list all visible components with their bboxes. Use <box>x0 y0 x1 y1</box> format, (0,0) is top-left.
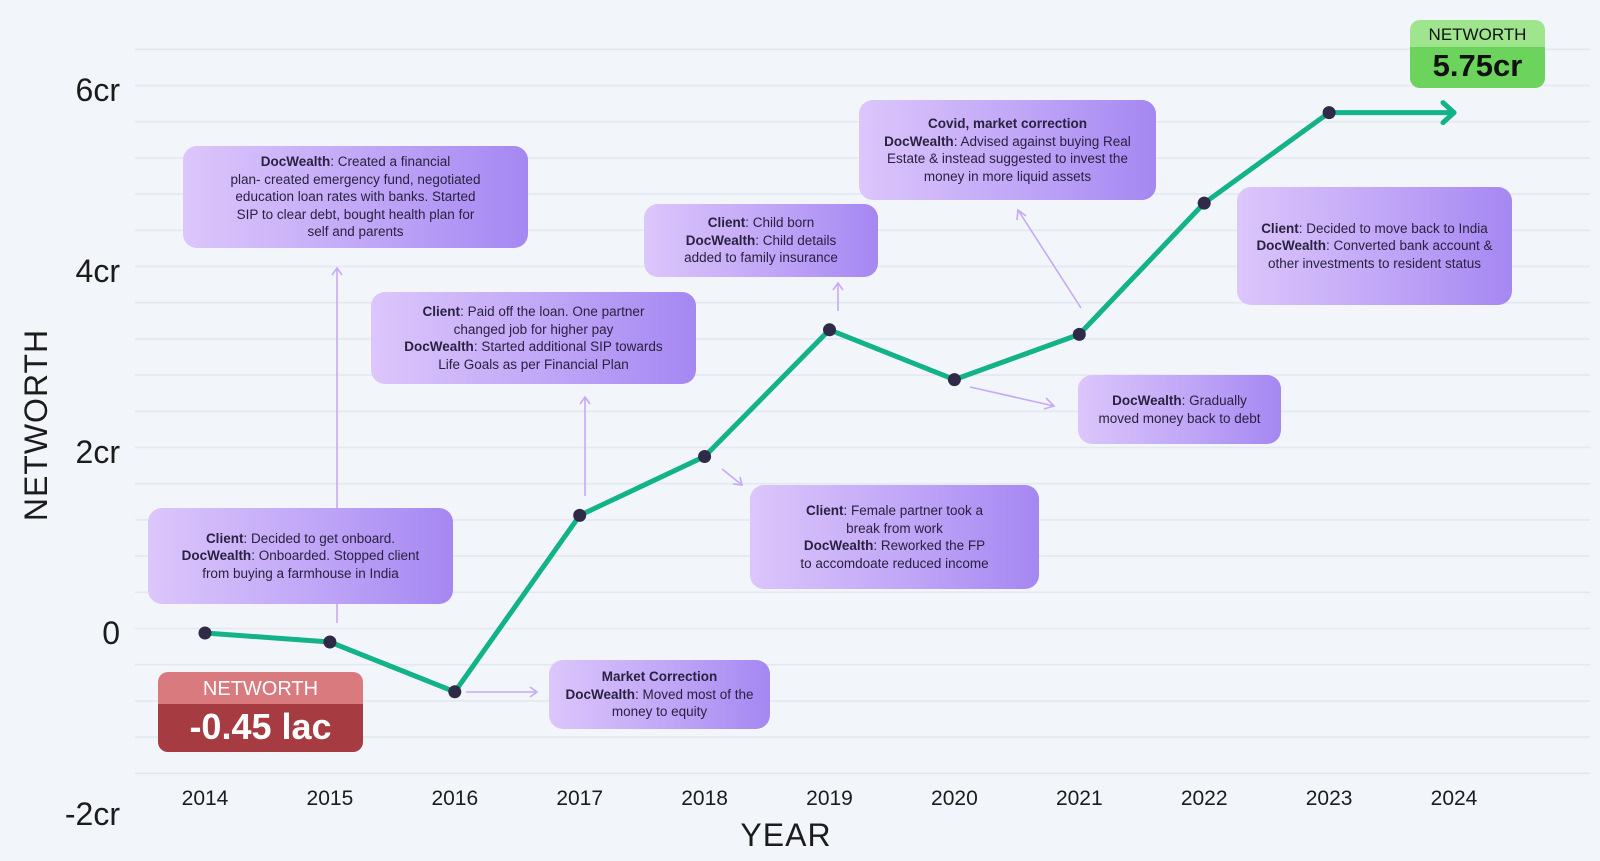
data-point-2018 <box>698 450 712 463</box>
y-tick-label: 4cr <box>76 253 121 289</box>
start-badge-value: -0.45 lac <box>158 704 363 752</box>
y-axis-title: NETWORTH <box>18 329 54 521</box>
data-point-2021 <box>1072 327 1086 341</box>
arrow-2018-down <box>721 468 743 486</box>
x-tick-label: 2014 <box>182 787 229 810</box>
x-tick-label: 2022 <box>1181 787 1228 810</box>
x-tick-label: 2023 <box>1306 787 1353 810</box>
arrowhead-2021-up <box>1016 208 1027 221</box>
arrowhead-2017-up <box>579 395 591 405</box>
y-tick-label: -2cr <box>65 796 120 832</box>
arrowhead-2015-up <box>331 266 343 276</box>
arrowhead-2016-right <box>529 686 539 698</box>
note-2021: Covid, market correction DocWealth: Advi… <box>859 100 1156 200</box>
x-tick-label: 2015 <box>307 787 354 810</box>
x-tick-label: 2024 <box>1431 787 1478 810</box>
y-tick-label: 0 <box>102 615 120 651</box>
arrowhead-2020-right <box>1043 397 1056 410</box>
note-2014: Client: Decided to get onboard. DocWealt… <box>148 508 453 604</box>
end-badge-value: 5.75cr <box>1410 47 1545 88</box>
end-arrowhead <box>1440 100 1457 126</box>
note-2018: Client: Female partner took a break from… <box>750 485 1039 589</box>
y-tick-label: 2cr <box>76 434 121 470</box>
x-tick-label: 2021 <box>1056 787 1103 810</box>
data-point-2016 <box>448 685 462 699</box>
note-2016: Market Correction DocWealth: Moved most … <box>549 660 770 729</box>
data-point-2022 <box>1197 196 1211 210</box>
x-tick-label: 2019 <box>806 787 853 810</box>
data-point-2019 <box>823 323 836 337</box>
x-tick-label: 2018 <box>681 787 728 810</box>
note-2022: Client: Decided to move back to India Do… <box>1237 187 1512 305</box>
y-tick-label: 6cr <box>76 72 121 108</box>
data-point-2014 <box>198 626 212 640</box>
note-2019: Client: Child born DocWealth: Child deta… <box>644 204 878 277</box>
x-axis-title: YEAR <box>740 817 831 853</box>
arrowhead-2019-up <box>832 281 844 291</box>
x-axis-ticks: 2014 2015 2016 2017 2018 2019 2020 2021 2022 2023… <box>182 787 1478 810</box>
data-points <box>198 106 1336 699</box>
end-badge-label: NETWORTH <box>1410 20 1545 47</box>
x-tick-label: 2020 <box>931 787 978 810</box>
arrow-2020-right <box>969 386 1055 407</box>
end-networth-badge: NETWORTH 5.75cr <box>1410 20 1545 88</box>
y-axis-ticks: 6cr 4cr 2cr 0 -2cr <box>65 72 120 832</box>
start-networth-badge: NETWORTH -0.45 lac <box>158 672 363 752</box>
arrow-2021-up <box>1017 209 1082 309</box>
x-tick-label: 2017 <box>556 787 603 810</box>
data-point-2020 <box>947 373 961 387</box>
note-2020: DocWealth: Gradually moved money back to… <box>1078 375 1281 444</box>
data-point-2017 <box>573 508 587 522</box>
data-point-2023 <box>1322 106 1336 120</box>
start-badge-label: NETWORTH <box>158 672 363 704</box>
note-2015: DocWealth: Created a financial plan- cre… <box>183 146 528 248</box>
x-tick-label: 2016 <box>431 787 478 810</box>
data-point-2015 <box>323 635 337 649</box>
note-2017: Client: Paid off the loan. One partner c… <box>371 292 696 384</box>
arrowhead-2018-down <box>732 476 744 486</box>
